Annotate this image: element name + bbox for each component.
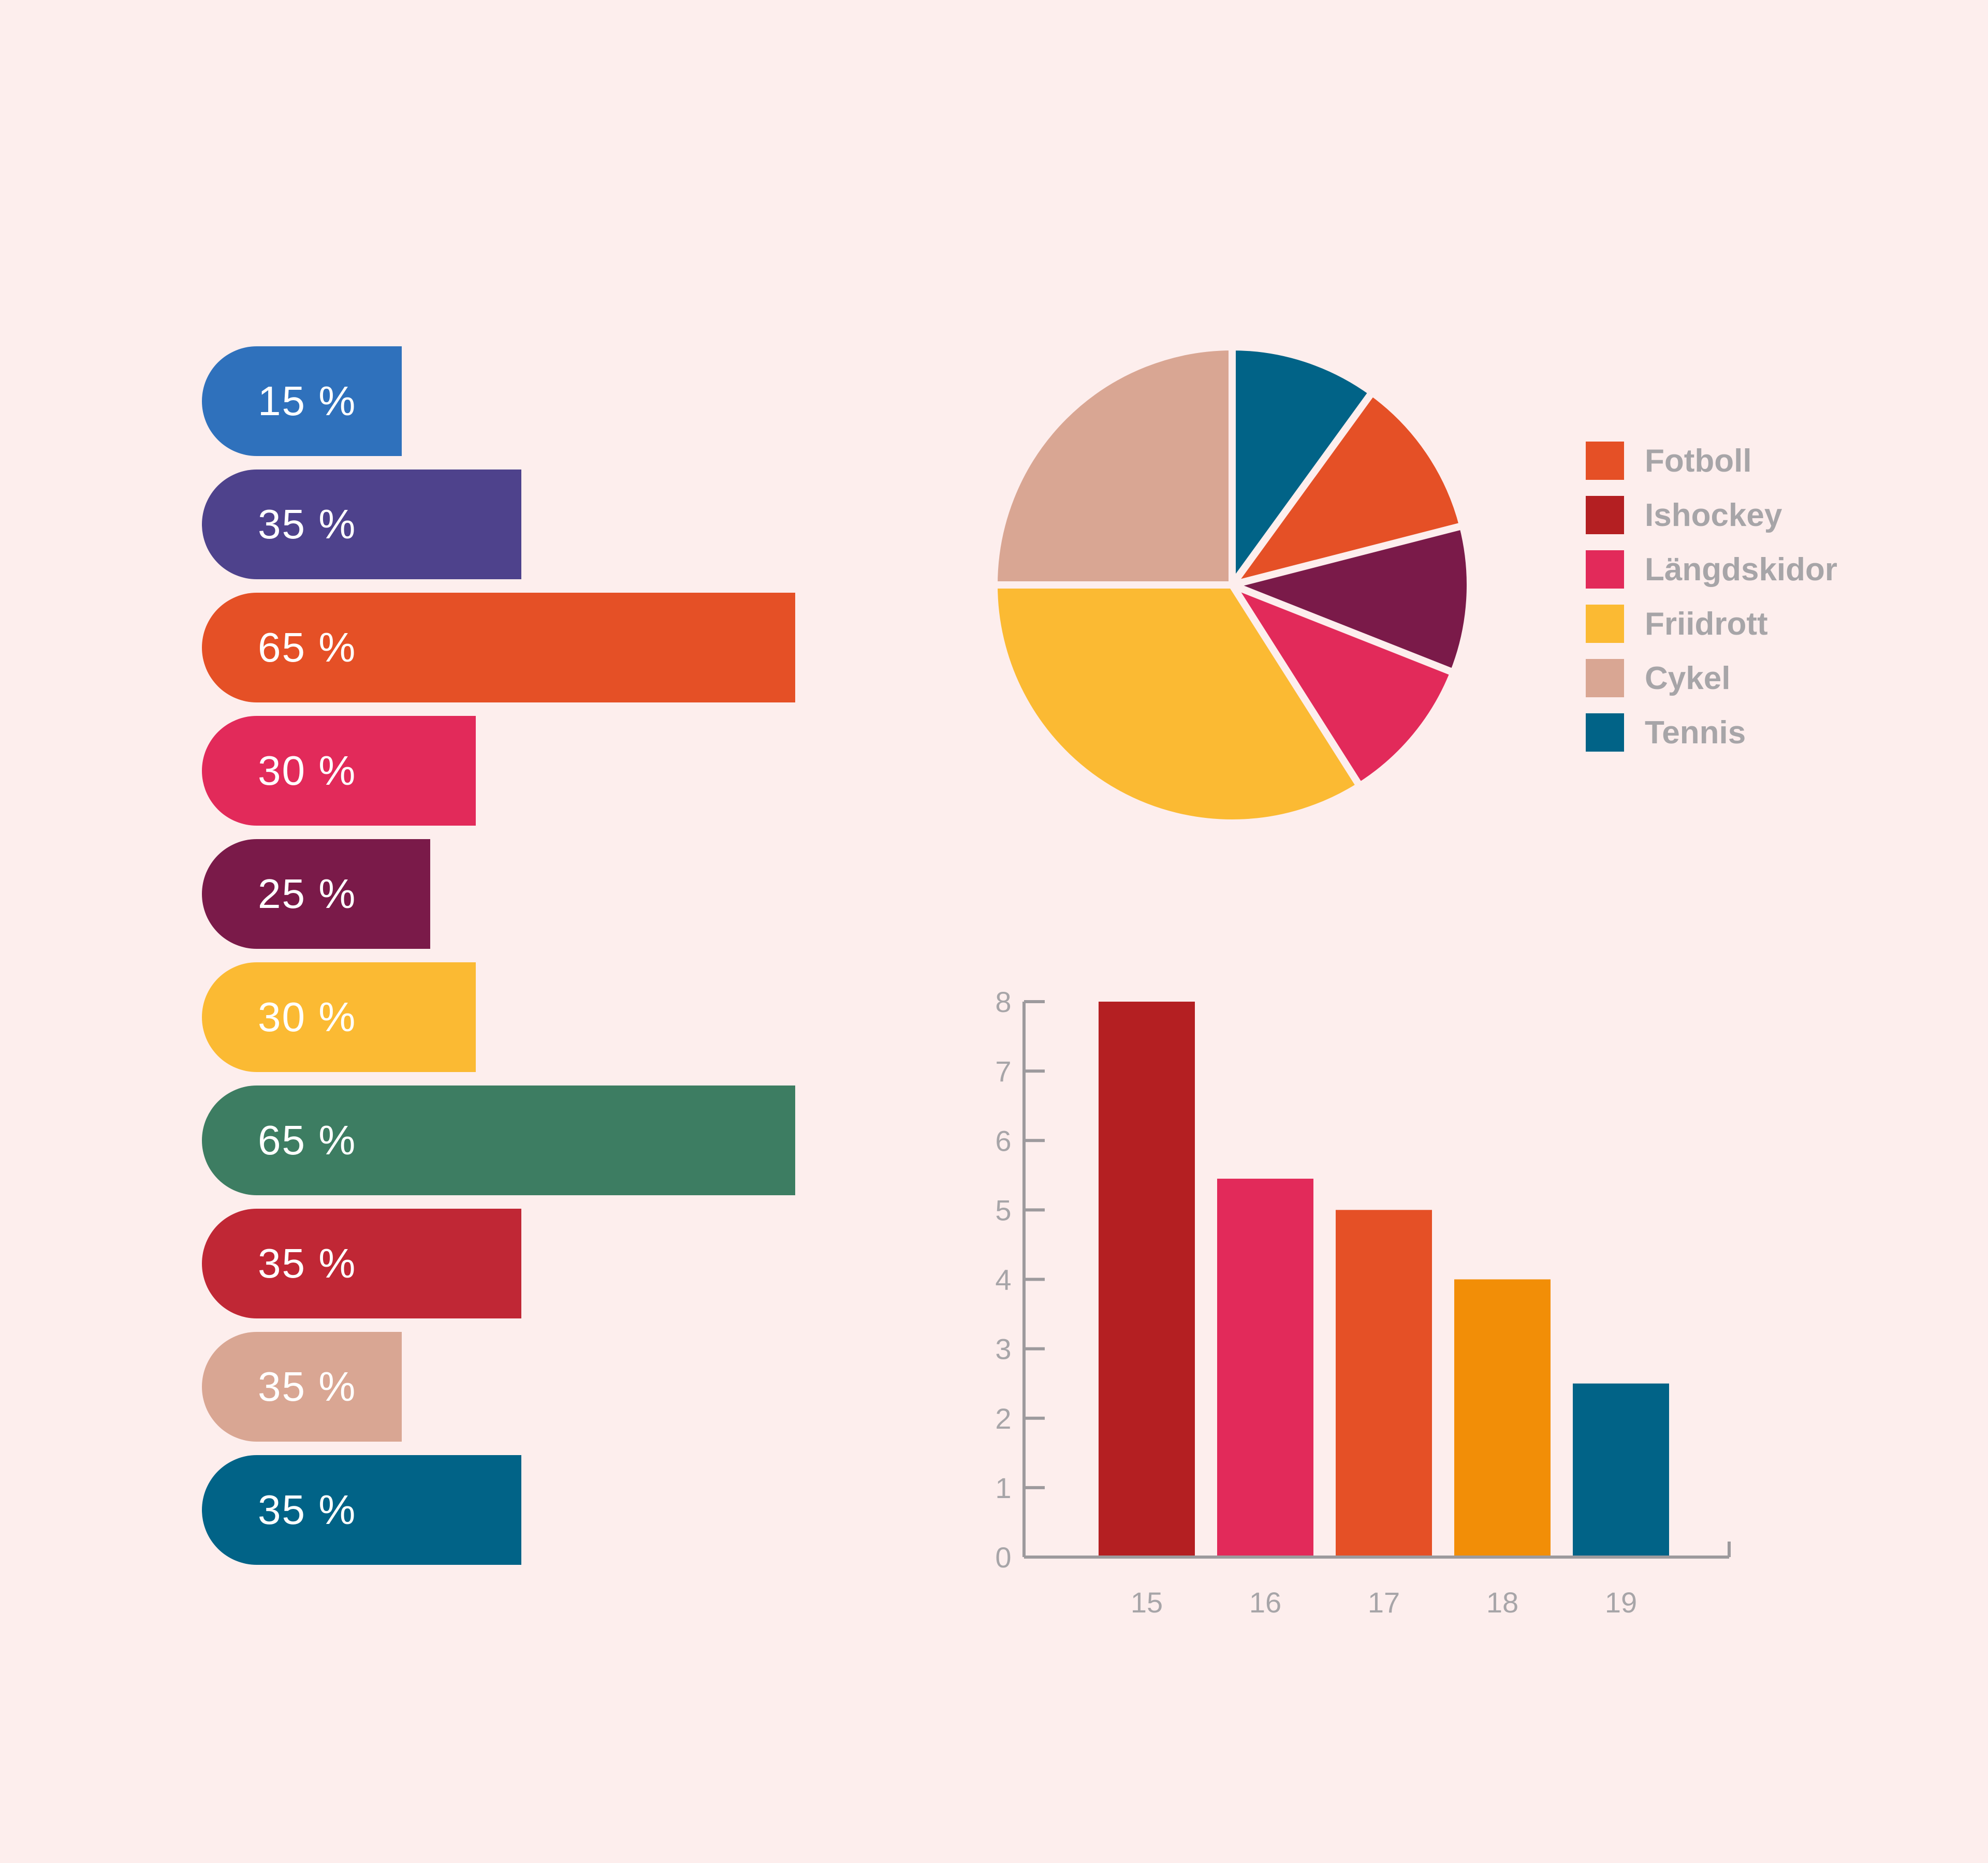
hbar-label: 65 % — [258, 1117, 357, 1163]
pie-slice-fotboll — [1229, 388, 1467, 589]
legend-label: Tennis — [1645, 714, 1746, 751]
hbar-label: 65 % — [258, 624, 357, 670]
legend-swatch — [1586, 605, 1624, 643]
hbar-2: 35 % — [202, 470, 522, 579]
hbar-8: 35 % — [202, 1209, 522, 1318]
legend-swatch — [1586, 550, 1624, 589]
x-tick-label: 19 — [1605, 1586, 1637, 1619]
legend-swatch — [1586, 496, 1624, 534]
pie-slice-längdskidor — [1229, 581, 1457, 790]
bar-15 — [1099, 1002, 1195, 1557]
y-tick-label: 8 — [995, 986, 1011, 1018]
hbar-5: 25 % — [202, 839, 430, 949]
pie-slice-cykel — [990, 343, 1236, 589]
legend-swatch — [1586, 713, 1624, 752]
pie-slice-tennis — [1229, 343, 1376, 589]
legend-item: Ishockey — [1586, 496, 1782, 534]
hbar-6: 30 % — [202, 962, 476, 1072]
hbar-label: 15 % — [258, 378, 357, 424]
hbar-label: 35 % — [258, 1363, 357, 1410]
legend-swatch — [1586, 442, 1624, 480]
legend-item: Längdskidor — [1586, 550, 1837, 589]
legend-item: Friidrott — [1586, 605, 1768, 643]
y-tick-label: 4 — [995, 1264, 1011, 1296]
hbar-9: 35 % — [202, 1332, 402, 1442]
hbar-3: 65 % — [202, 593, 795, 702]
hbar-label: 35 % — [258, 501, 357, 547]
hbar-label: 30 % — [258, 994, 357, 1040]
legend-swatch — [1586, 659, 1624, 697]
legend-label: Fotboll — [1645, 443, 1752, 479]
y-tick-label: 5 — [995, 1194, 1011, 1226]
hbar-label: 30 % — [258, 747, 357, 794]
hbar-label: 35 % — [258, 1240, 357, 1286]
legend-item: Cykel — [1586, 659, 1730, 697]
hbar-label: 35 % — [258, 1487, 357, 1533]
bar-16 — [1217, 1179, 1313, 1557]
hbar-1: 15 % — [202, 346, 402, 456]
pie-slice-ishockey — [1229, 522, 1474, 677]
x-tick-label: 17 — [1368, 1586, 1400, 1619]
x-tick-label: 15 — [1131, 1586, 1163, 1619]
bar-18 — [1454, 1279, 1551, 1557]
bar-17 — [1336, 1210, 1432, 1557]
legend-item: Fotboll — [1586, 442, 1752, 480]
y-tick-label: 7 — [995, 1055, 1011, 1088]
y-tick-label: 6 — [995, 1124, 1011, 1157]
x-tick-label: 16 — [1249, 1586, 1281, 1619]
hbar-label: 25 % — [258, 871, 357, 917]
pie-slice-friidrott — [990, 581, 1364, 827]
bar-19 — [1573, 1383, 1669, 1557]
legend-label: Ishockey — [1645, 497, 1782, 533]
y-tick-label: 3 — [995, 1333, 1011, 1366]
legend-label: Längdskidor — [1645, 551, 1838, 588]
legend-item: Tennis — [1586, 713, 1746, 752]
y-tick-label: 1 — [995, 1472, 1011, 1504]
y-tick-label: 2 — [995, 1402, 1011, 1435]
legend-label: Cykel — [1645, 660, 1731, 696]
hbar-10: 35 % — [202, 1455, 522, 1565]
x-tick-label: 18 — [1486, 1586, 1518, 1619]
legend-label: Friidrott — [1645, 606, 1768, 642]
y-tick-label: 0 — [995, 1541, 1011, 1574]
hbar-7: 65 % — [202, 1085, 795, 1195]
hbar-4: 30 % — [202, 716, 476, 826]
